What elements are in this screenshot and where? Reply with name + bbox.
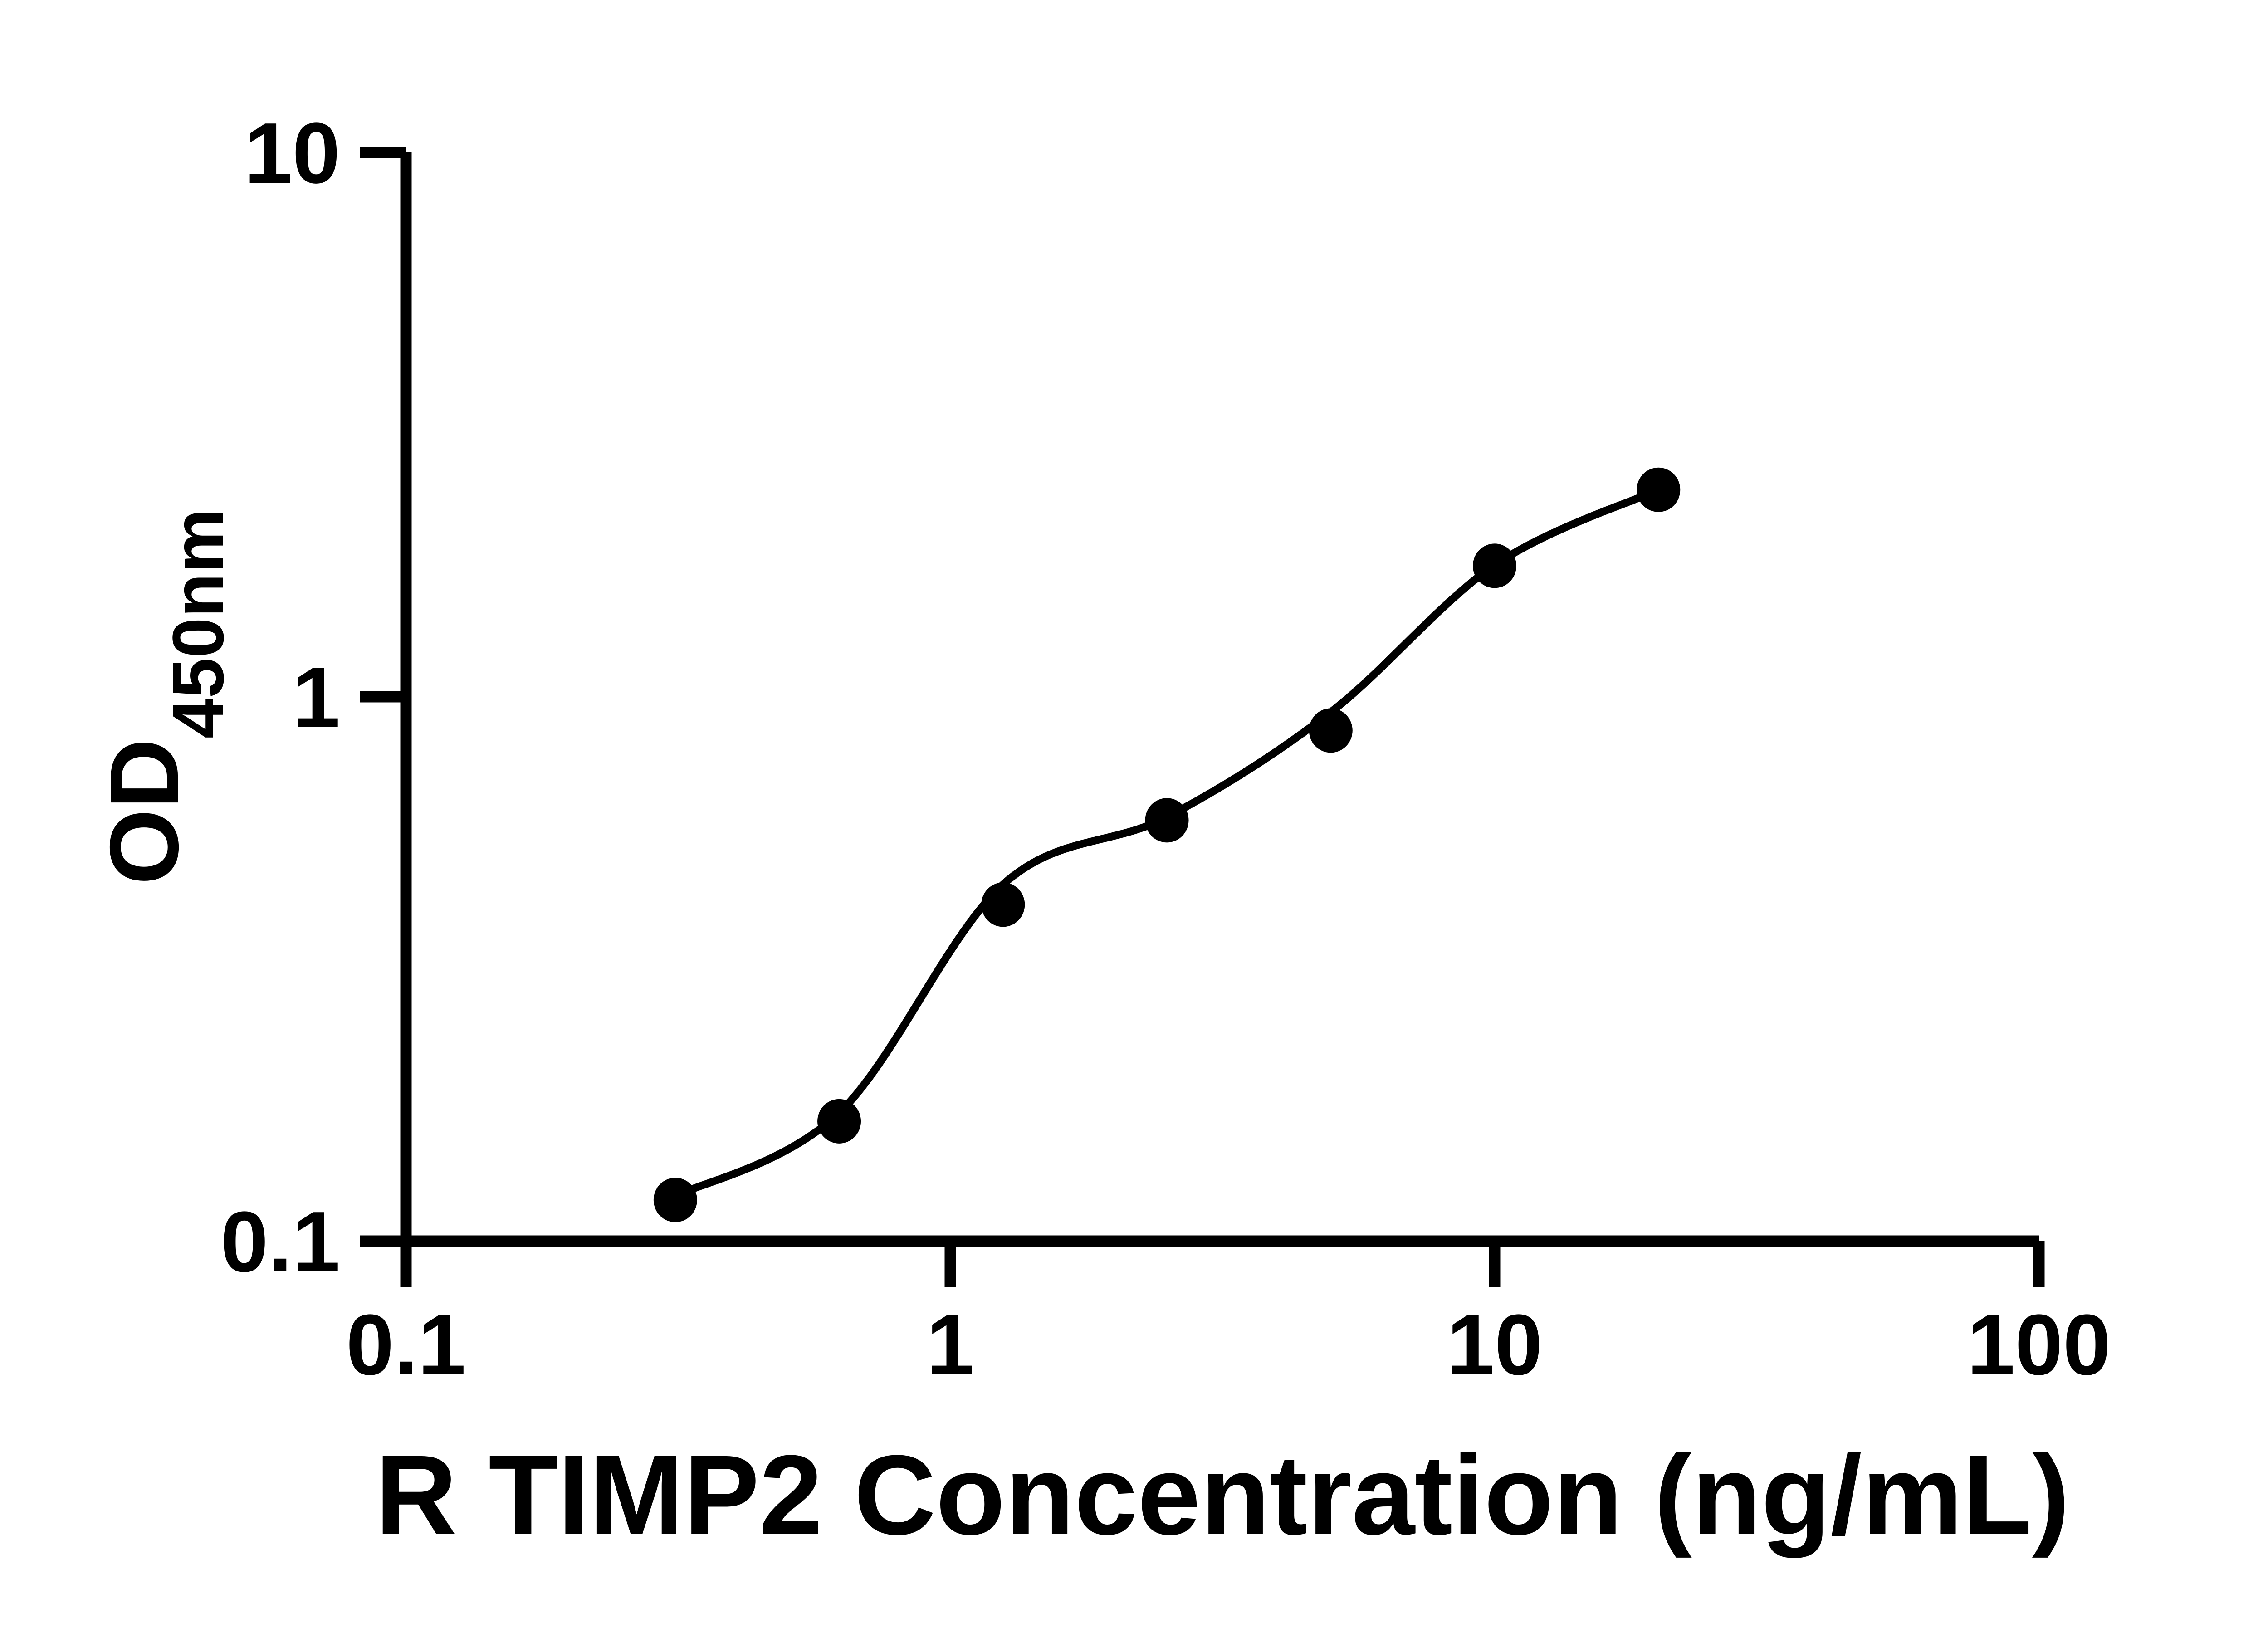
- y-axis-title: OD450nm: [89, 508, 239, 885]
- data-point: [1145, 798, 1189, 843]
- data-point: [653, 1178, 697, 1222]
- data-point: [1637, 467, 1681, 512]
- data-point: [1309, 708, 1353, 753]
- x-axis-title: R TIMP2 Concentration (ng/mL): [375, 1432, 2070, 1558]
- y-axis-title-subscript: 450nm: [157, 508, 239, 738]
- data-point: [817, 1099, 861, 1144]
- x-tick-label: 100: [1967, 1297, 2111, 1393]
- y-axis-title-main: OD: [89, 738, 199, 885]
- axes: 0.1 1 10 0.1 1 10 100: [220, 105, 2111, 1393]
- fit-curve: [671, 486, 1662, 1200]
- y-tick-label: 10: [244, 105, 340, 201]
- data-point: [981, 882, 1025, 927]
- data-series: [653, 467, 1681, 1222]
- data-point: [1473, 543, 1516, 588]
- y-tick-label: 1: [292, 650, 340, 746]
- y-tick-label: 0.1: [220, 1194, 340, 1290]
- x-tick-label: 0.1: [346, 1297, 466, 1393]
- x-tick-label: 1: [926, 1297, 974, 1393]
- x-tick-label: 10: [1447, 1297, 1542, 1393]
